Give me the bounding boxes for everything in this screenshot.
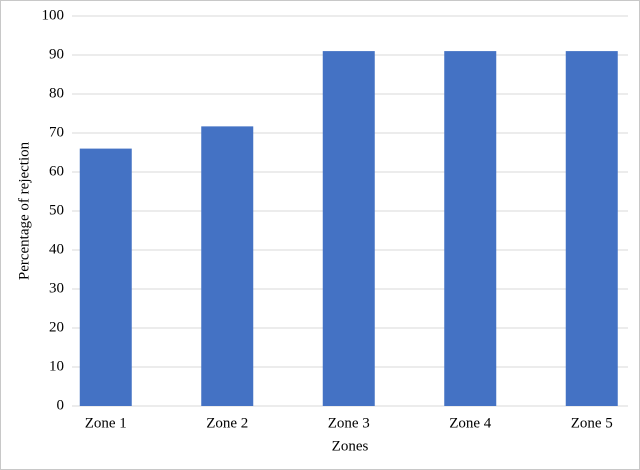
- y-tick-label: 60: [49, 163, 64, 179]
- y-tick-label: 50: [49, 202, 64, 218]
- y-tick-label: 70: [49, 124, 64, 140]
- y-axis-title: Percentage of rejection: [16, 141, 32, 280]
- x-tick-label: Zone 1: [85, 415, 127, 431]
- y-tick-label: 100: [42, 7, 65, 23]
- x-tick-label: Zone 5: [571, 415, 613, 431]
- y-tick-label: 30: [49, 280, 64, 296]
- x-tick-label: Zone 3: [328, 415, 370, 431]
- y-tick-label: 20: [49, 319, 64, 335]
- x-axis-title: Zones: [332, 438, 369, 454]
- y-tick-label: 10: [49, 358, 64, 374]
- bar: [322, 51, 375, 406]
- bar: [565, 51, 618, 406]
- y-tick-label: 0: [57, 397, 65, 413]
- y-tick-label: 40: [49, 241, 64, 257]
- bar: [444, 51, 497, 406]
- x-tick-label: Zone 4: [449, 415, 492, 431]
- y-tick-label: 90: [49, 46, 64, 62]
- x-tick-label: Zone 2: [206, 415, 248, 431]
- bar: [201, 126, 254, 407]
- y-tick-label: 80: [49, 85, 64, 101]
- bar: [79, 148, 132, 406]
